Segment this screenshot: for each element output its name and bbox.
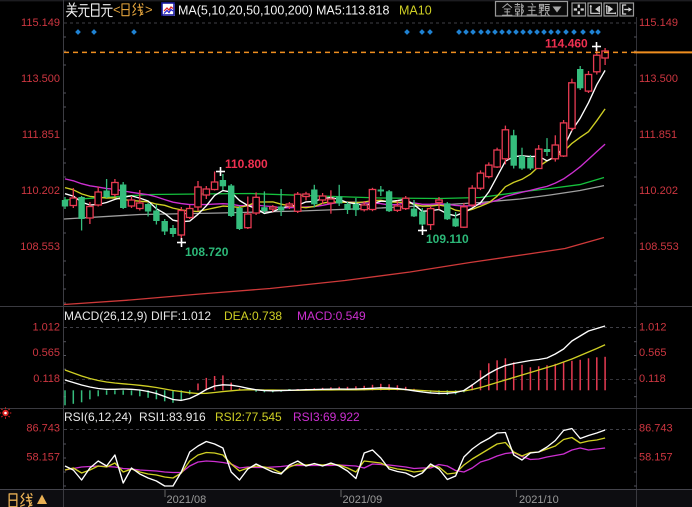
svg-text:>: > — [145, 2, 153, 17]
svg-text:MA(5,10,20,50,100,200): MA(5,10,20,50,100,200) — [178, 4, 313, 18]
svg-text:58.157: 58.157 — [639, 452, 673, 464]
svg-text:RSI3:69.922: RSI3:69.922 — [293, 410, 360, 424]
svg-text:MACD(26,12,9): MACD(26,12,9) — [64, 309, 147, 323]
svg-text:108.553: 108.553 — [20, 241, 60, 253]
svg-text:109.110: 109.110 — [426, 232, 469, 246]
svg-text:114.460: 114.460 — [545, 37, 588, 51]
svg-text:0.118: 0.118 — [639, 373, 666, 385]
svg-text:1.012: 1.012 — [32, 322, 60, 334]
svg-text:0.565: 0.565 — [32, 347, 60, 359]
svg-text:110.202: 110.202 — [21, 185, 60, 197]
svg-text:MA10: MA10 — [399, 4, 432, 18]
svg-text:0.565: 0.565 — [639, 347, 667, 359]
svg-text:111.851: 111.851 — [22, 129, 60, 141]
svg-text:DIFF:1.012: DIFF:1.012 — [151, 309, 211, 323]
svg-text:113.500: 113.500 — [21, 73, 60, 85]
svg-text:86.743: 86.743 — [26, 423, 60, 435]
svg-text:MACD:0.549: MACD:0.549 — [297, 309, 366, 323]
svg-text:1.012: 1.012 — [639, 322, 667, 334]
svg-text:0.118: 0.118 — [33, 373, 60, 385]
svg-text:58.157: 58.157 — [26, 452, 60, 464]
svg-text:110.202: 110.202 — [639, 185, 678, 197]
svg-text:DEA:0.738: DEA:0.738 — [224, 309, 282, 323]
svg-text:111.851: 111.851 — [639, 129, 677, 141]
svg-text:MA5:113.818: MA5:113.818 — [316, 4, 389, 18]
svg-text:86.743: 86.743 — [639, 423, 673, 435]
svg-text:2021/08: 2021/08 — [167, 494, 207, 506]
svg-text:115.149: 115.149 — [21, 17, 60, 29]
svg-text:RSI2:77.545: RSI2:77.545 — [215, 410, 282, 424]
svg-text:115.149: 115.149 — [639, 17, 678, 29]
svg-text:2021/10: 2021/10 — [519, 494, 559, 506]
svg-text:<: < — [113, 2, 121, 17]
svg-text:113.500: 113.500 — [639, 73, 678, 85]
svg-text:RSI1:83.916: RSI1:83.916 — [139, 410, 206, 424]
svg-text:110.800: 110.800 — [225, 157, 268, 171]
svg-text:2021/09: 2021/09 — [343, 494, 383, 506]
svg-text:108.553: 108.553 — [639, 241, 679, 253]
svg-text:108.720: 108.720 — [185, 245, 229, 259]
svg-text:RSI(6,12,24): RSI(6,12,24) — [64, 410, 132, 424]
